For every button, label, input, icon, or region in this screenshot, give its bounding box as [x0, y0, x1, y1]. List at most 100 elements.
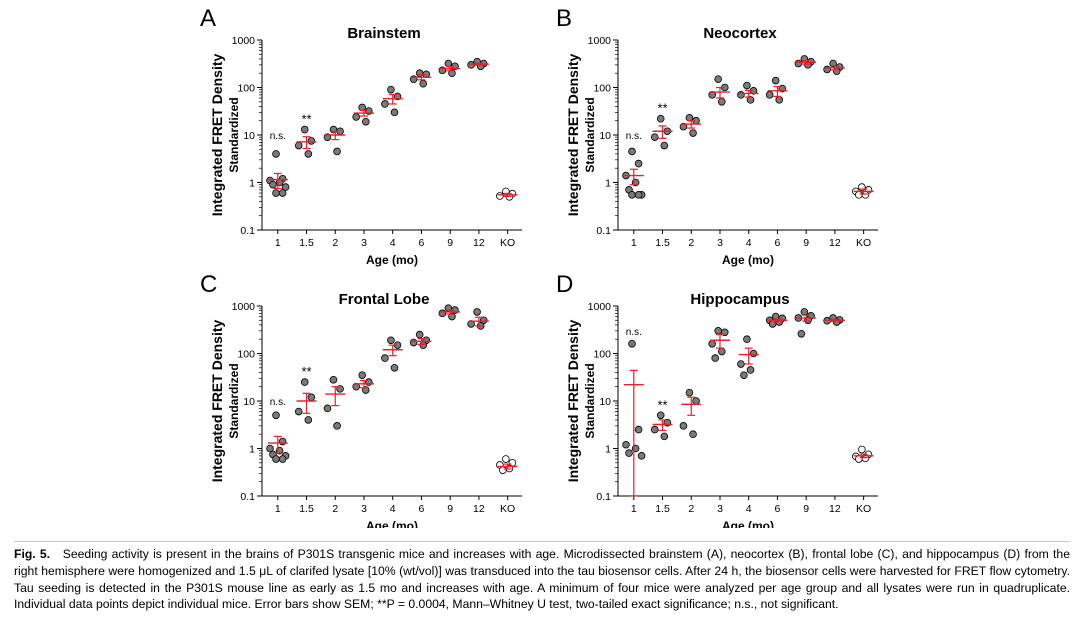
- data-point: [737, 91, 745, 99]
- data-group-ko: [852, 445, 874, 463]
- data-point: [717, 347, 726, 356]
- data-point: [685, 388, 694, 397]
- data-point: [304, 150, 313, 158]
- data-point: [300, 125, 309, 134]
- x-tick-label: 1: [631, 237, 637, 249]
- y-tick-label: 0.1: [240, 225, 255, 237]
- data-point: [775, 96, 784, 104]
- data-point: [444, 59, 453, 68]
- panel-letter: B: [556, 5, 572, 32]
- data-point: [634, 191, 643, 199]
- y-tick-label: 0.1: [596, 225, 611, 237]
- y-tick-label: 1: [249, 178, 255, 190]
- data-point: [855, 455, 863, 463]
- data-group-12: [467, 308, 489, 330]
- y-tick-label: 100: [237, 349, 255, 361]
- data-point: [381, 354, 389, 362]
- data-group-2: [679, 114, 702, 137]
- significance-star: **: [657, 101, 667, 116]
- data-group-4: [737, 81, 759, 104]
- x-axis-label: Age (mo): [366, 253, 418, 267]
- x-tick-label: KO: [856, 503, 871, 515]
- data-point: [329, 375, 338, 384]
- y-tick-label: 0.1: [596, 491, 611, 503]
- panel-letter: C: [200, 271, 217, 298]
- x-axis-label: Age (mo): [722, 253, 774, 267]
- data-group-3: [708, 75, 730, 106]
- x-tick-label: 3: [361, 237, 367, 249]
- data-point: [415, 330, 424, 339]
- data-point: [409, 338, 418, 347]
- data-point: [352, 113, 360, 121]
- x-tick-label: 2: [688, 503, 694, 515]
- significance-ns: n.s.: [270, 131, 286, 142]
- x-tick-label: 12: [829, 503, 841, 515]
- data-group-2: [323, 375, 346, 430]
- data-point: [740, 371, 748, 379]
- data-point: [381, 100, 389, 108]
- data-point: [272, 189, 280, 197]
- data-point: [855, 191, 863, 199]
- x-tick-label: 1.5: [299, 237, 314, 249]
- significance-ns: n.s.: [626, 327, 642, 338]
- x-tick-label: 3: [717, 503, 723, 515]
- data-group-3: [708, 327, 730, 362]
- data-group-12: [823, 59, 845, 76]
- data-point: [660, 432, 669, 441]
- x-tick-label: KO: [500, 237, 515, 249]
- x-axis-label: Age (mo): [722, 519, 774, 528]
- y-tick-label: 1: [605, 178, 611, 190]
- data-group-3: [352, 371, 374, 394]
- data-point: [323, 404, 332, 413]
- data-point: [858, 445, 866, 454]
- y-tick-label: 10: [243, 396, 255, 408]
- data-point: [711, 354, 719, 362]
- y-axis-label: Integrated FRET Density: [565, 54, 581, 217]
- y-tick-label: 10: [599, 396, 611, 408]
- data-group-3: [352, 103, 374, 126]
- data-group-1-5: **: [650, 101, 673, 150]
- data-point: [333, 422, 341, 430]
- data-point: [278, 189, 287, 197]
- data-point: [438, 309, 447, 318]
- data-point: [628, 191, 636, 199]
- data-point: [272, 150, 280, 158]
- data-group-4: [737, 335, 759, 379]
- data-point: [743, 335, 751, 344]
- data-group-12: [467, 57, 489, 71]
- data-point: [448, 69, 456, 78]
- data-point: [269, 180, 277, 189]
- panel-a: A Brainstem Integrated FRET Density Standar…: [200, 5, 522, 267]
- data-group-1: n.s.: [622, 131, 646, 199]
- data-group-ko: [496, 187, 518, 201]
- data-point: [746, 366, 755, 374]
- data-group-4: [381, 85, 403, 117]
- data-group-2: [679, 388, 702, 439]
- data-group-ko: [852, 183, 874, 199]
- data-point: [689, 430, 697, 439]
- panel-title: Frontal Lobe: [339, 291, 430, 308]
- data-point: [502, 455, 510, 463]
- data-point: [679, 422, 688, 430]
- panel-letter: A: [200, 5, 216, 32]
- x-tick-label: 1: [631, 503, 637, 515]
- data-group-6: [765, 312, 788, 328]
- data-point: [294, 407, 303, 416]
- panel-title: Neocortex: [703, 25, 777, 42]
- data-point: [294, 141, 303, 150]
- data-point: [823, 65, 831, 74]
- data-point: [708, 340, 716, 348]
- data-point: [765, 91, 774, 99]
- y-tick-label: 1: [249, 444, 255, 456]
- data-point: [499, 466, 507, 474]
- panel-letter: D: [556, 271, 573, 298]
- x-tick-label: 1: [275, 503, 281, 515]
- data-point: [300, 378, 309, 386]
- y-tick-label: 100: [593, 83, 611, 95]
- data-group-2: [323, 125, 346, 156]
- data-point: [278, 455, 287, 463]
- data-point: [281, 183, 290, 191]
- x-tick-label: 1: [275, 237, 281, 249]
- data-point: [771, 76, 780, 85]
- data-point: [390, 108, 399, 117]
